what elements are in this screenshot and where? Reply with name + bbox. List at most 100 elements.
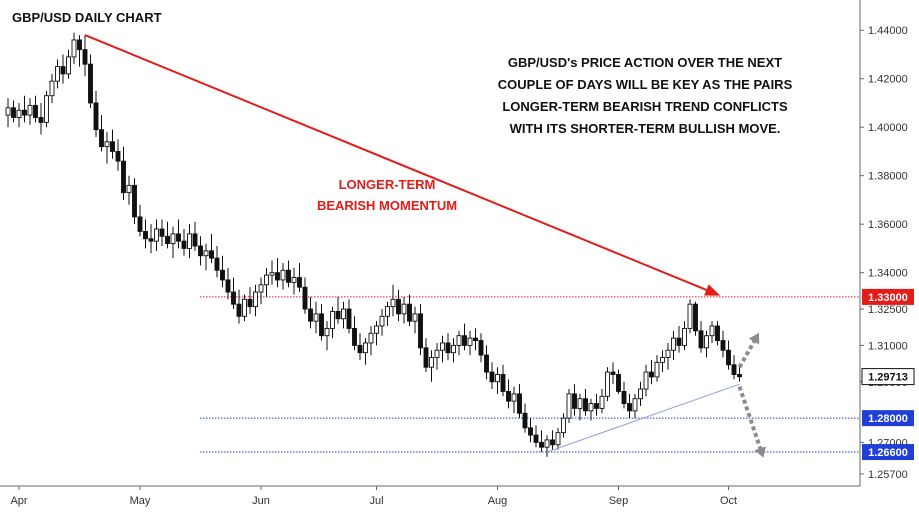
note-line: COUPLE OF DAYS WILL BE KEY AS THE PAIRS [498,77,793,92]
candle [533,425,539,448]
candle [511,386,517,414]
candle-body-down [489,371,495,383]
candle-body-up [632,398,638,412]
candle [638,381,643,406]
candle [561,413,566,438]
candle [429,350,434,382]
candle-body-down [209,250,214,259]
candle-body-down [275,272,280,281]
bearish-trendline [84,34,718,296]
candle-body-up [253,291,258,308]
level-price-label: 1.33000 [868,292,908,304]
axes: 1.44000 1.42000 1.40000 1.38000 1.36000 1.340… [0,0,908,507]
y-tick-label: 1.32500 [868,304,908,316]
candle [231,277,236,310]
candle [313,301,319,334]
candle [22,95,27,123]
candle [308,296,313,329]
bullish-support-line [546,383,740,453]
candle-body-down [88,63,93,104]
candle-body-down [121,160,126,194]
projection-arrow-line [737,337,758,369]
candle [726,340,731,370]
candle [110,129,115,159]
candle [258,277,264,305]
candle-body-down [346,308,352,329]
candle [242,294,247,322]
candle [88,54,93,108]
candle [253,284,258,317]
candle-body-up [203,250,209,257]
y-tick-label: 1.44000 [868,25,908,37]
candle-body-up [577,398,583,409]
candle [495,367,500,394]
candle [363,338,368,365]
candle [143,219,148,249]
candle-body-up [49,80,55,97]
candle [462,323,467,351]
candle-body-down [418,313,423,349]
candle [154,219,159,251]
candle-body-up [643,371,649,390]
chart-title: GBP/USD DAILY CHART [12,10,162,25]
candle [203,243,209,271]
candle-body-up [104,141,110,148]
candle-body-down [737,374,742,378]
candle-body-down [550,439,555,446]
candle-body-down [308,308,313,322]
candle [467,330,473,356]
candle-body-down [473,337,478,341]
candle [379,309,385,336]
candle [187,224,192,259]
candle [412,306,418,334]
candle [220,255,225,288]
candle [660,350,665,373]
level-price-label: 1.26600 [868,447,908,459]
candle [71,32,77,65]
candle-body-down [198,245,203,257]
candle [335,296,341,324]
candle-body-up [291,277,297,283]
candle-body-up [324,327,330,337]
candle-body-down [93,102,99,131]
candle-body-down [583,398,588,412]
candle-body-up [495,374,500,383]
candle [671,330,676,360]
candle [352,316,357,351]
candle [280,262,286,290]
candle-body-up [341,308,346,320]
candle [33,95,38,123]
candle-body-up [379,315,385,327]
candle-body-down [715,325,720,341]
candle [148,224,154,254]
candle [11,100,16,123]
candle-body-down [192,233,198,247]
candle-body-down [720,340,726,351]
candle [27,98,33,125]
candle-body-down [236,303,242,317]
candle [572,384,577,416]
candle-body-up [27,104,33,116]
candle-body-down [33,104,38,118]
candle [687,299,693,334]
candle [357,333,363,360]
candle-body-down [616,374,621,392]
candle-body-up [665,349,671,358]
y-tick-label: 1.31000 [868,340,908,352]
note-line: WITH ITS SHORTER-TERM BULLISH MOVE. [510,121,781,136]
price-tags: 1.33000 1.28000 1.26600 1.29713 [861,288,915,461]
projection-arrowhead [754,446,766,458]
projection-arrows [737,332,766,458]
candle [605,367,610,402]
candle-body-down [610,371,616,375]
candle-body-down [22,109,27,116]
x-tick-label: Aug [488,495,508,507]
candle-body-up [434,349,440,358]
candle-body-down [484,354,489,373]
y-tick-label: 1.25700 [868,469,908,481]
candle-body-up [16,109,22,118]
x-tick-label: Apr [10,495,27,507]
candle-body-down [731,364,737,375]
annotation-line: BEARISH MOMENTUM [317,198,457,213]
candle [500,364,506,397]
